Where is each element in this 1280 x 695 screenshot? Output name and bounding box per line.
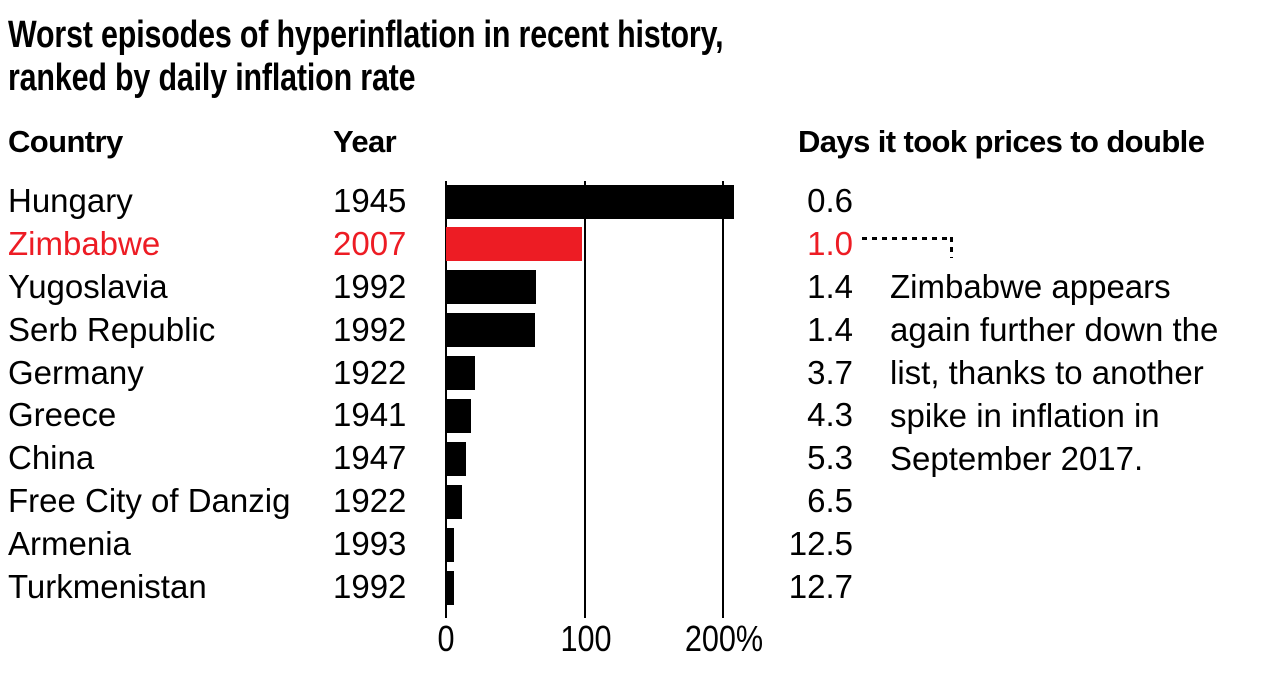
year-label: 1922 xyxy=(333,353,407,391)
days-to-double-value: 12.7 xyxy=(788,568,853,606)
daily-inflation-bar xyxy=(446,527,454,562)
table-row: Turkmenistan 1992 12.7 xyxy=(0,566,1280,609)
daily-inflation-bar xyxy=(446,227,583,262)
country-label: Germany xyxy=(8,353,144,391)
days-to-double-value: 0.6 xyxy=(807,182,853,219)
daily-inflation-bar xyxy=(446,356,476,391)
year-label: 1945 xyxy=(333,182,407,219)
year-label: 1992 xyxy=(333,310,407,348)
annotation-line: Zimbabwe appears xyxy=(890,268,1171,305)
table-row: Zimbabwe 2007 1.0 xyxy=(0,223,1280,266)
chart-rows: Hungary 1945 0.6 Zimbabwe 2007 1.0 Yugos… xyxy=(0,180,1280,609)
chart-title-line-2: ranked by daily inflation rate xyxy=(8,57,416,99)
days-to-double-value: 3.7 xyxy=(807,353,853,391)
daily-inflation-bar xyxy=(446,184,734,219)
table-row: Yugoslavia 1992 1.4 xyxy=(0,266,1280,309)
year-label: 1992 xyxy=(333,568,407,606)
daily-inflation-bar xyxy=(446,484,462,519)
country-label: Hungary xyxy=(8,182,133,219)
daily-inflation-bar xyxy=(446,313,536,348)
x-tick-100: 100 xyxy=(560,618,612,659)
daily-inflation-bar xyxy=(446,570,454,605)
days-to-double-value: 1.4 xyxy=(807,267,853,305)
daily-inflation-bar xyxy=(446,441,466,476)
table-row: Greece 1941 4.3 xyxy=(0,394,1280,437)
table-row: Germany 1922 3.7 xyxy=(0,352,1280,395)
year-label: 1993 xyxy=(333,525,407,563)
country-label: Yugoslavia xyxy=(8,267,168,305)
country-label: Armenia xyxy=(8,525,131,563)
days-to-double-value: 5.3 xyxy=(807,439,853,477)
annotation-line: again further down the xyxy=(890,311,1219,348)
year-label: 1941 xyxy=(333,396,407,434)
x-tick-200: 200% xyxy=(684,618,764,659)
annotation-leader-horizontal xyxy=(862,237,953,240)
column-header-year: Year xyxy=(333,124,397,159)
column-header-days: Days it took prices to double xyxy=(798,124,1205,159)
year-label: 2007 xyxy=(333,224,407,262)
country-label: Turkmenistan xyxy=(8,568,207,606)
days-to-double-value: 1.0 xyxy=(807,224,853,262)
gridline-200 xyxy=(722,181,724,618)
country-label: China xyxy=(8,439,95,477)
annotation-line: spike in inflation in xyxy=(890,397,1160,434)
annotation-line: September 2017. xyxy=(890,440,1144,477)
days-to-double-value: 6.5 xyxy=(807,482,853,520)
days-to-double-value: 4.3 xyxy=(807,396,853,434)
table-row: Serb Republic 1992 1.4 xyxy=(0,309,1280,352)
gridline-100 xyxy=(584,181,586,618)
days-to-double-value: 12.5 xyxy=(788,525,853,563)
daily-inflation-bar xyxy=(446,398,471,433)
country-label: Serb Republic xyxy=(8,310,216,348)
country-label: Greece xyxy=(8,396,117,434)
country-label: Free City of Danzig xyxy=(8,482,291,520)
column-header-country: Country xyxy=(8,124,123,159)
table-row: China 1947 5.3 xyxy=(0,437,1280,480)
chart-title: Worst episodes of hyperinflation in rece… xyxy=(8,14,724,100)
year-label: 1947 xyxy=(333,439,407,477)
annotation-line: list, thanks to another xyxy=(890,354,1204,391)
chart-title-line-1: Worst episodes of hyperinflation in rece… xyxy=(8,14,724,56)
annotation-leader-vertical xyxy=(950,237,953,258)
year-label: 1922 xyxy=(333,482,407,520)
table-row: Hungary 1945 0.6 xyxy=(0,180,1280,223)
daily-inflation-bar xyxy=(446,270,536,305)
annotation-text: Zimbabwe appears again further down the li… xyxy=(890,265,1218,480)
days-to-double-value: 1.4 xyxy=(807,310,853,348)
x-tick-0: 0 xyxy=(437,618,455,659)
table-row: Armenia 1993 12.5 xyxy=(0,523,1280,566)
table-row: Free City of Danzig 1922 6.5 xyxy=(0,480,1280,523)
year-label: 1992 xyxy=(333,267,407,305)
country-label: Zimbabwe xyxy=(8,224,161,262)
